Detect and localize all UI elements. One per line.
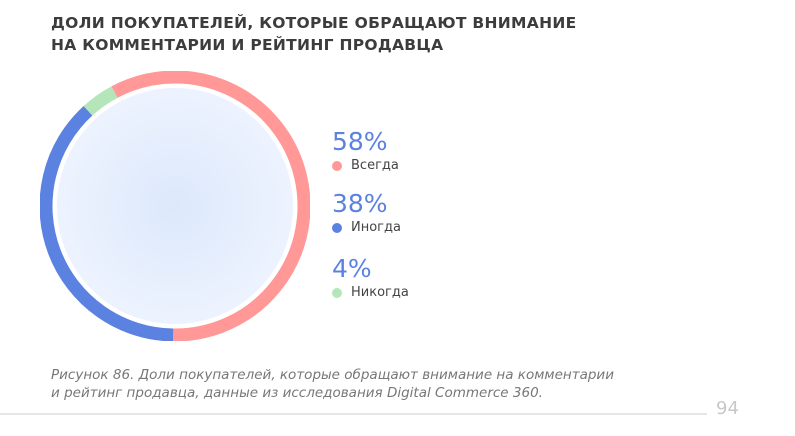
legend-label: Никогда [351,285,409,300]
donut-center [57,88,293,324]
donut-slice-Всегда [111,71,310,341]
donut-chart [40,71,310,341]
title-line-2: НА КОММЕНТАРИИ И РЕЙТИНГ ПРОДАВЦА [51,36,444,54]
legend-percent: 38% [332,189,388,218]
legend-item-always: 58% Всегда [332,128,399,173]
donut-slice-Никогда [83,86,118,116]
figure-caption: Рисунок 86. Доли покупателей, которые об… [51,366,614,402]
legend-dot-icon [332,222,342,233]
legend-item-never: 4% Никогда [332,255,409,300]
footer-divider [0,413,707,415]
legend-label: Всегда [351,158,399,173]
caption-line-2: и рейтинг продавца, данные из исследован… [51,385,543,401]
page-number: 94 [716,398,739,419]
chart-title: ДОЛИ ПОКУПАТЕЛЕЙ, КОТОРЫЕ ОБРАЩАЮТ ВНИМА… [51,12,577,56]
caption-line-1: Рисунок 86. Доли покупателей, которые об… [51,367,614,383]
legend-percent: 58% [332,127,388,156]
legend-percent: 4% [332,254,372,283]
legend-dot-icon [332,160,342,171]
legend-dot-icon [332,287,342,298]
legend-item-sometimes: 38% Иногда [332,190,401,235]
legend-label: Иногда [351,220,401,235]
title-line-1: ДОЛИ ПОКУПАТЕЛЕЙ, КОТОРЫЕ ОБРАЩАЮТ ВНИМА… [51,14,577,32]
donut-slice-Иногда [40,105,174,341]
